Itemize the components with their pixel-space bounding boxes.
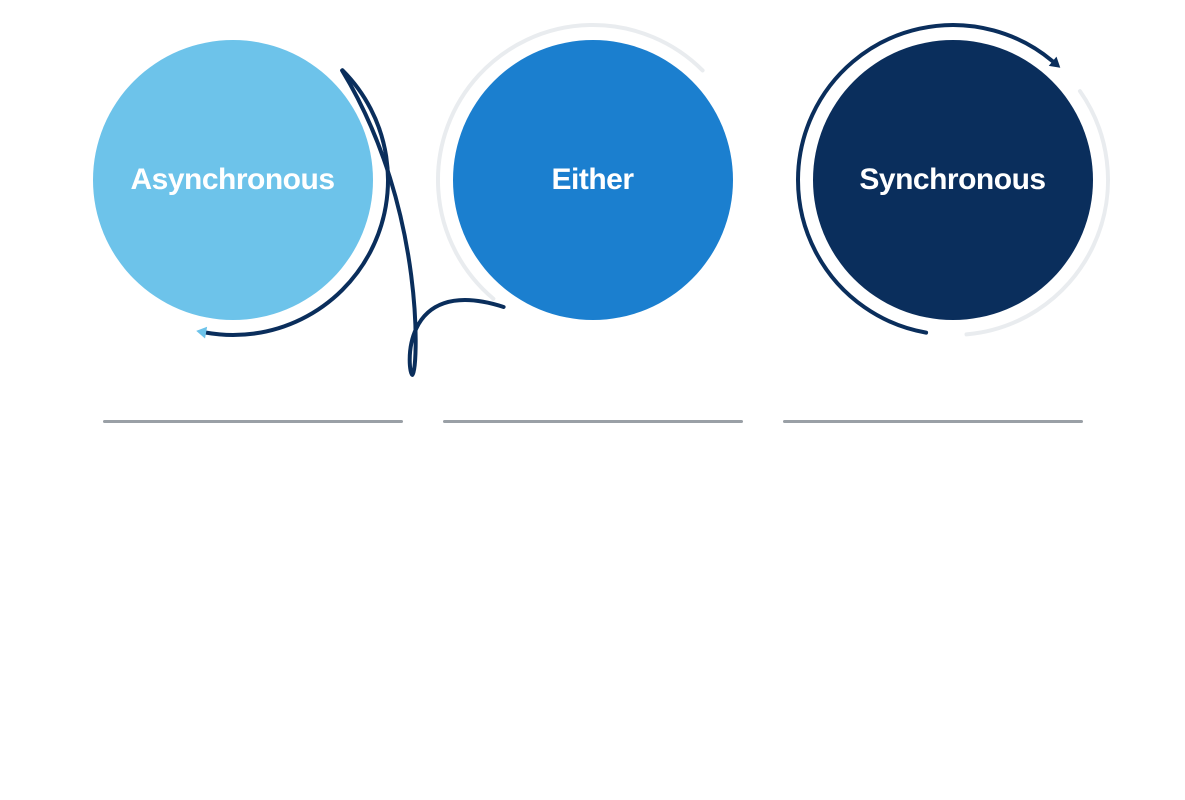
diagram-stage: Asynchronous Either Synchronous bbox=[0, 0, 1185, 800]
circle-label-either: Either bbox=[551, 163, 633, 197]
circle-wrap-async: Asynchronous bbox=[73, 20, 393, 340]
divider-3 bbox=[783, 420, 1083, 423]
circle-sync: Synchronous bbox=[813, 40, 1093, 320]
circle-wrap-either: Either bbox=[433, 20, 753, 340]
circle-wrap-sync: Synchronous bbox=[793, 20, 1113, 340]
circle-label-async: Asynchronous bbox=[130, 163, 334, 197]
circle-label-sync: Synchronous bbox=[859, 163, 1045, 197]
circle-either: Either bbox=[453, 40, 733, 320]
divider-2 bbox=[443, 420, 743, 423]
circles-row: Asynchronous Either Synchronous bbox=[0, 20, 1185, 340]
circle-async: Asynchronous bbox=[93, 40, 373, 320]
dividers-row bbox=[0, 420, 1185, 423]
divider-1 bbox=[103, 420, 403, 423]
